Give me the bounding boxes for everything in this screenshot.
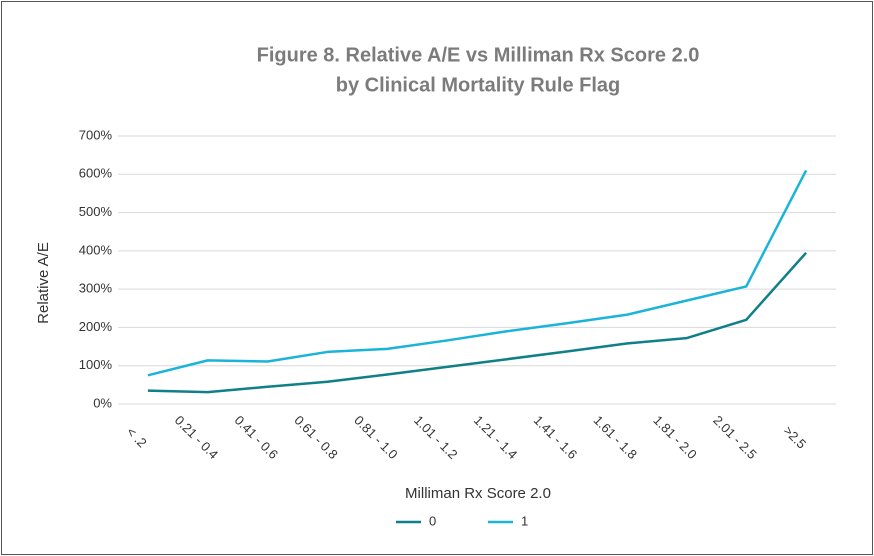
chart-title: Figure 8. Relative A/E vs Milliman Rx Sc… bbox=[257, 44, 700, 66]
y-tick-label: 100% bbox=[79, 357, 113, 372]
y-tick-label: 400% bbox=[79, 242, 113, 257]
y-tick-label: 200% bbox=[79, 319, 113, 334]
y-tick-label: 0% bbox=[93, 395, 112, 410]
y-axis-title: Relative A/E bbox=[35, 242, 52, 324]
y-tick-label: 300% bbox=[79, 281, 113, 296]
series-line bbox=[147, 169, 808, 377]
y-tick-label: 700% bbox=[79, 127, 113, 142]
legend-label: 0 bbox=[429, 513, 436, 528]
x-axis-title: Milliman Rx Score 2.0 bbox=[405, 485, 551, 502]
chart-title: by Clinical Mortality Rule Flag bbox=[336, 74, 621, 96]
series-line bbox=[147, 251, 808, 394]
y-tick-label: 600% bbox=[79, 166, 113, 181]
y-tick-label: 500% bbox=[79, 204, 113, 219]
legend-label: 1 bbox=[521, 513, 528, 528]
